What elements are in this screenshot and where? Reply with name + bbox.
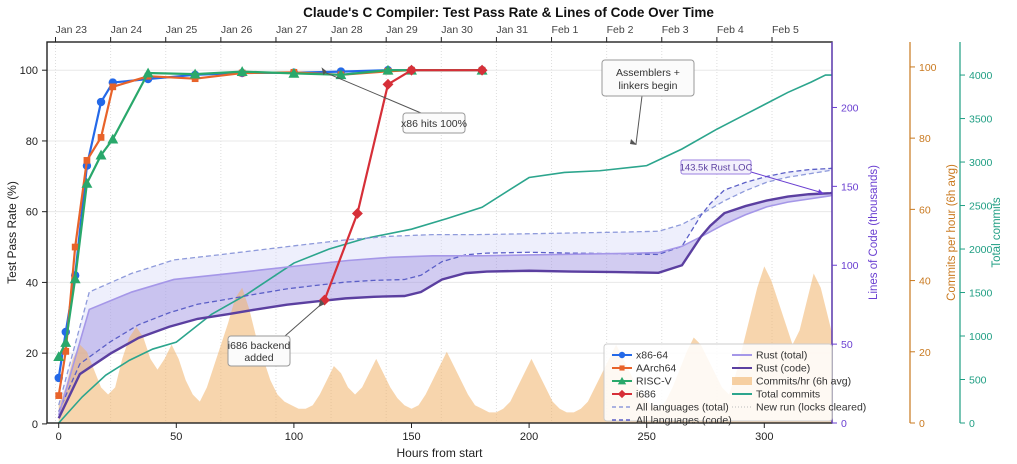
svg-text:100: 100	[285, 431, 303, 443]
svg-text:Jan 24: Jan 24	[111, 24, 143, 36]
svg-text:200: 200	[520, 431, 538, 443]
svg-text:Lines of Code (thousands): Lines of Code (thousands)	[868, 165, 880, 300]
svg-text:100: 100	[919, 62, 937, 74]
svg-text:AArch64: AArch64	[636, 363, 676, 375]
svg-text:143.5k Rust LOC: 143.5k Rust LOC	[680, 163, 753, 174]
svg-text:i686: i686	[636, 389, 656, 401]
svg-text:0: 0	[919, 418, 925, 430]
svg-text:Jan 29: Jan 29	[386, 24, 418, 36]
svg-text:40: 40	[919, 276, 931, 288]
svg-text:Feb 3: Feb 3	[662, 24, 689, 36]
svg-text:Total commits: Total commits	[756, 389, 820, 401]
svg-text:0: 0	[969, 418, 975, 430]
svg-text:added: added	[244, 352, 273, 364]
svg-text:x86 hits 100%: x86 hits 100%	[401, 118, 467, 130]
svg-text:New run (locks cleared): New run (locks cleared)	[756, 402, 866, 414]
svg-text:i686 backend: i686 backend	[228, 340, 291, 352]
svg-text:200: 200	[841, 102, 859, 114]
svg-text:Rust (total): Rust (total)	[756, 350, 807, 362]
svg-text:Assemblers +: Assemblers +	[616, 67, 680, 79]
svg-text:Jan 25: Jan 25	[166, 24, 198, 36]
svg-text:linkers begin: linkers begin	[619, 80, 678, 92]
svg-text:Hours from start: Hours from start	[396, 446, 483, 460]
svg-text:0: 0	[841, 418, 847, 430]
svg-text:RISC-V: RISC-V	[636, 376, 672, 388]
svg-text:Feb 2: Feb 2	[607, 24, 634, 36]
svg-text:40: 40	[26, 277, 38, 289]
svg-text:Jan 28: Jan 28	[331, 24, 363, 36]
svg-text:4000: 4000	[969, 70, 993, 82]
svg-text:Test Pass Rate (%): Test Pass Rate (%)	[5, 181, 19, 284]
svg-text:150: 150	[841, 181, 859, 193]
svg-text:0: 0	[56, 431, 62, 443]
svg-text:60: 60	[26, 207, 38, 219]
svg-text:80: 80	[919, 133, 931, 145]
svg-text:80: 80	[26, 136, 38, 148]
svg-text:2500: 2500	[969, 201, 993, 213]
svg-text:Feb 5: Feb 5	[772, 24, 799, 36]
svg-text:500: 500	[969, 375, 987, 387]
svg-text:300: 300	[755, 431, 773, 443]
svg-text:20: 20	[919, 347, 931, 359]
svg-text:1500: 1500	[969, 288, 993, 300]
svg-text:2000: 2000	[969, 244, 993, 256]
svg-text:1000: 1000	[969, 331, 993, 343]
svg-text:3000: 3000	[969, 157, 993, 169]
svg-text:50: 50	[170, 431, 182, 443]
svg-text:60: 60	[919, 204, 931, 216]
svg-text:Jan 31: Jan 31	[496, 24, 528, 36]
svg-text:Rust (code): Rust (code)	[756, 363, 810, 375]
svg-text:100: 100	[20, 65, 38, 77]
svg-text:Commits/hr (6h avg): Commits/hr (6h avg)	[756, 376, 851, 388]
svg-text:Feb 4: Feb 4	[717, 24, 744, 36]
svg-text:250: 250	[638, 431, 656, 443]
svg-text:Total commits: Total commits	[991, 197, 1003, 268]
svg-text:20: 20	[26, 348, 38, 360]
svg-text:50: 50	[841, 339, 853, 351]
svg-text:All languages (code): All languages (code)	[636, 415, 732, 427]
svg-text:Feb 1: Feb 1	[552, 24, 579, 36]
svg-text:100: 100	[841, 260, 859, 272]
svg-text:x86-64: x86-64	[636, 350, 668, 362]
svg-text:All languages (total): All languages (total)	[636, 402, 729, 414]
svg-text:Commits per hour (6h avg): Commits per hour (6h avg)	[946, 164, 958, 301]
svg-text:150: 150	[402, 431, 420, 443]
svg-text:Jan 23: Jan 23	[56, 24, 88, 36]
svg-text:Jan 27: Jan 27	[276, 24, 308, 36]
svg-text:Jan 26: Jan 26	[221, 24, 253, 36]
svg-text:0: 0	[32, 419, 38, 431]
svg-text:Jan 30: Jan 30	[441, 24, 473, 36]
svg-text:3500: 3500	[969, 114, 993, 126]
